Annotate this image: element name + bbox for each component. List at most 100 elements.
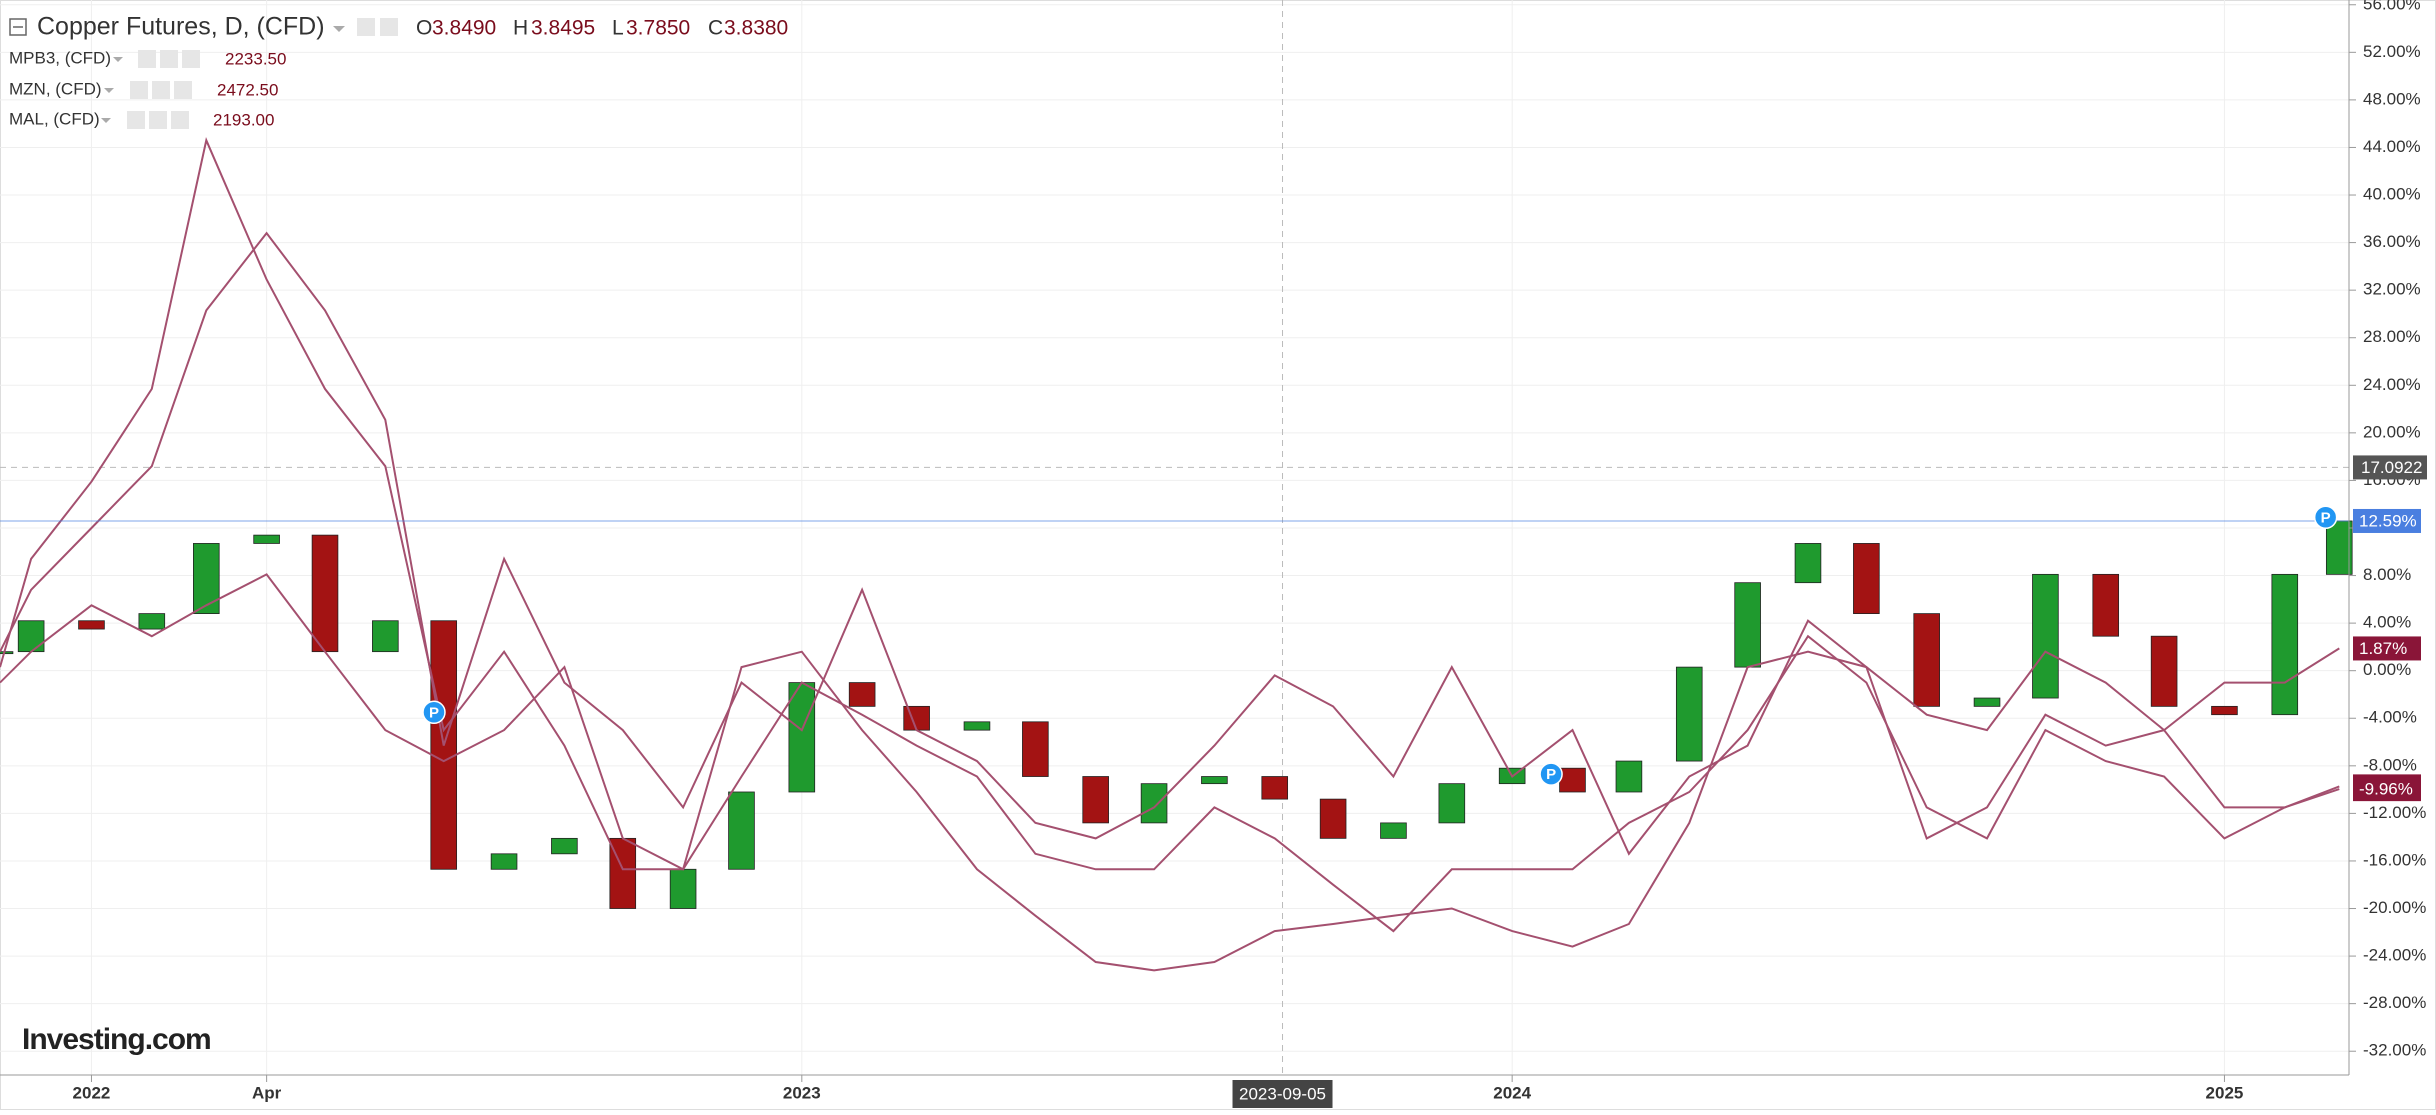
candle <box>2150 635 2178 707</box>
x-tick-label: 2022 <box>73 1083 111 1102</box>
candle <box>1438 783 1466 824</box>
marker <box>1539 762 1563 786</box>
y-tick-label: 52.00% <box>2363 42 2421 61</box>
y-tick-label: 48.00% <box>2363 89 2421 108</box>
y-tick-label: 56.00% <box>2363 0 2421 13</box>
last-value-label: 12.59% <box>2359 511 2417 530</box>
candle <box>1140 783 1168 824</box>
candle <box>1380 822 1407 839</box>
legend-value: 2193.00 <box>213 110 274 129</box>
marker <box>422 700 446 725</box>
y-tick-label: 8.00% <box>2363 565 2411 584</box>
icon-eye[interactable] <box>138 50 156 68</box>
icon-settings[interactable] <box>149 111 167 129</box>
icon-settings[interactable] <box>380 18 398 36</box>
series-line <box>0 231 2340 856</box>
legend-name: MPB3, (CFD) <box>9 48 111 67</box>
y-tick-label: -8.00% <box>2363 755 2417 774</box>
ohlc-value: 3.7850 <box>626 17 690 40</box>
x-tick-label: Apr <box>252 1083 282 1102</box>
icon-close[interactable] <box>174 81 192 99</box>
crosshair-x-label: 2023-09-05 <box>1239 1084 1326 1103</box>
candle <box>193 543 220 615</box>
dropdown[interactable] <box>104 88 114 93</box>
candle <box>372 620 399 653</box>
x-tick-label: 2023 <box>783 1083 821 1102</box>
candle <box>728 791 755 870</box>
crosshair-y-label: 17.0922 <box>2361 458 2422 477</box>
candle <box>1559 767 1586 793</box>
candle <box>1734 582 1761 668</box>
ohlc-value: 3.8380 <box>724 17 788 40</box>
y-tick-label: 36.00% <box>2363 232 2421 251</box>
x-tick-label: 2025 <box>2206 1083 2244 1102</box>
y-tick-label: -4.00% <box>2363 708 2417 727</box>
icon-close[interactable] <box>182 50 200 68</box>
crosshair-x-box <box>1232 1080 1333 1108</box>
dropdown[interactable] <box>101 118 111 123</box>
legend-value: 2233.50 <box>225 49 286 68</box>
collapse-icon[interactable] <box>9 18 27 36</box>
candle <box>1615 760 1643 793</box>
candle <box>788 682 816 793</box>
ohlc-label: C <box>708 17 723 40</box>
ohlc-value: 3.8495 <box>531 17 595 40</box>
icon-settings[interactable] <box>160 50 178 68</box>
last-value-label: -9.96% <box>2359 780 2413 799</box>
candle <box>0 651 14 655</box>
candle <box>2271 573 2299 716</box>
last-value-box <box>2353 636 2421 661</box>
main-title: Copper Futures, D, (CFD) <box>37 13 325 41</box>
candle <box>490 853 518 870</box>
candle <box>1913 613 1940 707</box>
legend-name: MZN, (CFD) <box>9 79 102 98</box>
y-tick-label: -24.00% <box>2363 946 2426 965</box>
candle <box>78 620 105 630</box>
y-tick-label: 28.00% <box>2363 327 2421 346</box>
y-tick-label: -12.00% <box>2363 803 2426 822</box>
y-tick-label: 44.00% <box>2363 137 2421 156</box>
y-tick-label: -28.00% <box>2363 993 2426 1012</box>
candle <box>963 721 991 731</box>
legend: Copper Futures, D, (CFD) O 3.8490 H 3.84… <box>9 13 788 130</box>
candle <box>1261 776 1289 800</box>
grid <box>0 0 2349 1075</box>
last-value-label: 1.87% <box>2359 639 2407 658</box>
candle <box>138 613 166 630</box>
y-tick-label: -32.00% <box>2363 1041 2426 1060</box>
candle <box>1675 666 1703 762</box>
last-value-box <box>2353 777 2421 802</box>
y-tick-label: 32.00% <box>2363 280 2421 299</box>
icon-eye[interactable] <box>130 81 148 99</box>
marker-label: P <box>2321 509 2331 526</box>
y-tick-label: -16.00% <box>2363 850 2426 869</box>
candle <box>2032 573 2059 699</box>
candle <box>253 534 280 544</box>
marker-label: P <box>1546 766 1556 783</box>
last-value-box <box>2353 508 2421 533</box>
y-tick-label: 0.00% <box>2363 660 2411 679</box>
legend-name: MAL, (CFD) <box>9 109 100 128</box>
icon-eye[interactable] <box>357 18 375 36</box>
ohlc-label: L <box>612 17 624 40</box>
icon-settings[interactable] <box>152 81 170 99</box>
plot-area: P P P <box>0 0 2353 1075</box>
logo: Investing.com <box>22 1023 211 1056</box>
y-tick-label: 40.00% <box>2363 185 2421 204</box>
y-tick-label: 24.00% <box>2363 375 2421 394</box>
candle <box>2325 520 2353 575</box>
candle <box>1201 776 1228 785</box>
icon-close[interactable] <box>171 111 189 129</box>
x-tick-label: 2024 <box>1493 1083 1531 1102</box>
candle <box>1022 721 1049 777</box>
candle <box>903 705 930 731</box>
marker <box>2313 505 2338 530</box>
y-tick-label: -20.00% <box>2363 898 2426 917</box>
icon-eye[interactable] <box>127 111 145 129</box>
dropdown[interactable] <box>333 26 345 32</box>
candle <box>551 837 578 855</box>
dropdown[interactable] <box>113 57 123 62</box>
candle <box>1082 776 1109 824</box>
